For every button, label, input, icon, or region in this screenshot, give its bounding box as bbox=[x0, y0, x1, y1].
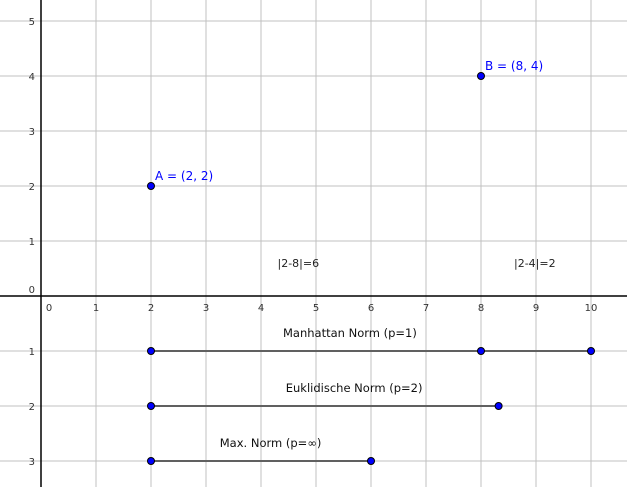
y-tick-label: 4 bbox=[29, 72, 35, 83]
x-tick-label: 2 bbox=[148, 303, 154, 314]
y-tick-label: 5 bbox=[29, 17, 35, 28]
point-label: A = (2, 2) bbox=[155, 169, 213, 183]
segment-point[interactable] bbox=[147, 347, 155, 355]
y-tick-label: 0 bbox=[29, 285, 35, 296]
distance-annotation: |2-8|=6 bbox=[278, 257, 320, 270]
y-tick-label: 1 bbox=[29, 237, 35, 248]
point[interactable] bbox=[147, 182, 155, 190]
segment-point[interactable] bbox=[587, 347, 595, 355]
segment-point[interactable] bbox=[494, 402, 503, 410]
y-tick-label: 3 bbox=[29, 457, 35, 468]
distance-annotation: |2-4|=2 bbox=[514, 257, 556, 270]
x-tick-label: 6 bbox=[368, 303, 374, 314]
segment-point[interactable] bbox=[147, 402, 155, 410]
x-tick-label: 5 bbox=[313, 303, 319, 314]
norm-label: Max. Norm (p=∞) bbox=[220, 436, 322, 450]
point[interactable] bbox=[477, 72, 485, 80]
x-tick-label: 9 bbox=[533, 303, 539, 314]
x-tick-label: 10 bbox=[585, 303, 598, 314]
norm-label: Euklidische Norm (p=2) bbox=[286, 381, 423, 395]
y-tick-label: 2 bbox=[29, 402, 35, 413]
x-tick-label: 1 bbox=[93, 303, 99, 314]
point-label: B = (8, 4) bbox=[485, 59, 543, 73]
y-tick-label: 3 bbox=[29, 127, 35, 138]
x-tick-label: 8 bbox=[478, 303, 484, 314]
x-tick-label: 4 bbox=[258, 303, 264, 314]
y-tick-label: 1 bbox=[29, 347, 35, 358]
segment-point[interactable] bbox=[367, 457, 375, 465]
x-tick-label: 3 bbox=[203, 303, 209, 314]
norm-label: Manhattan Norm (p=1) bbox=[283, 326, 417, 340]
x-tick-label: 0 bbox=[46, 303, 52, 314]
segment-point[interactable] bbox=[477, 347, 485, 355]
y-tick-label: 2 bbox=[29, 182, 35, 193]
x-tick-label: 7 bbox=[423, 303, 429, 314]
segment-point[interactable] bbox=[147, 457, 155, 465]
